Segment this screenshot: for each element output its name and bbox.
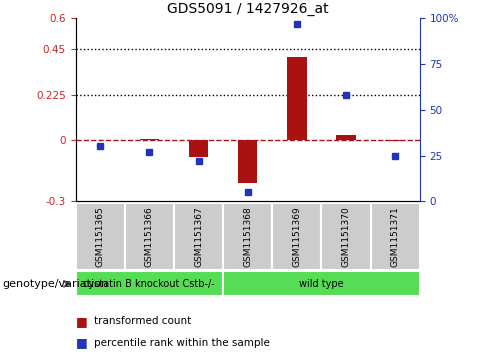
FancyBboxPatch shape [223,271,420,296]
Text: ■: ■ [76,315,87,328]
Text: wild type: wild type [299,278,344,289]
Text: percentile rank within the sample: percentile rank within the sample [94,338,270,348]
Text: GSM1151369: GSM1151369 [292,207,301,267]
Text: GSM1151370: GSM1151370 [342,207,350,267]
Text: GSM1151371: GSM1151371 [390,207,400,267]
Bar [386,140,405,141]
Text: GSM1151366: GSM1151366 [145,207,154,267]
Text: cystatin B knockout Cstb-/-: cystatin B knockout Cstb-/- [83,278,215,289]
Text: GSM1151367: GSM1151367 [194,207,203,267]
FancyBboxPatch shape [125,203,174,270]
FancyBboxPatch shape [76,203,125,270]
FancyBboxPatch shape [174,203,223,270]
Bar [140,139,159,140]
FancyBboxPatch shape [272,203,322,270]
Text: transformed count: transformed count [94,316,191,326]
Text: genotype/variation: genotype/variation [2,279,108,289]
Text: ■: ■ [76,337,87,350]
FancyBboxPatch shape [223,203,272,270]
Bar [336,135,356,140]
FancyBboxPatch shape [76,271,223,296]
Text: GSM1151365: GSM1151365 [96,207,105,267]
Bar [189,140,208,157]
FancyBboxPatch shape [370,203,420,270]
Bar [238,140,258,183]
Title: GDS5091 / 1427926_at: GDS5091 / 1427926_at [167,2,328,16]
FancyBboxPatch shape [322,203,370,270]
Bar [287,57,306,140]
Text: GSM1151368: GSM1151368 [243,207,252,267]
